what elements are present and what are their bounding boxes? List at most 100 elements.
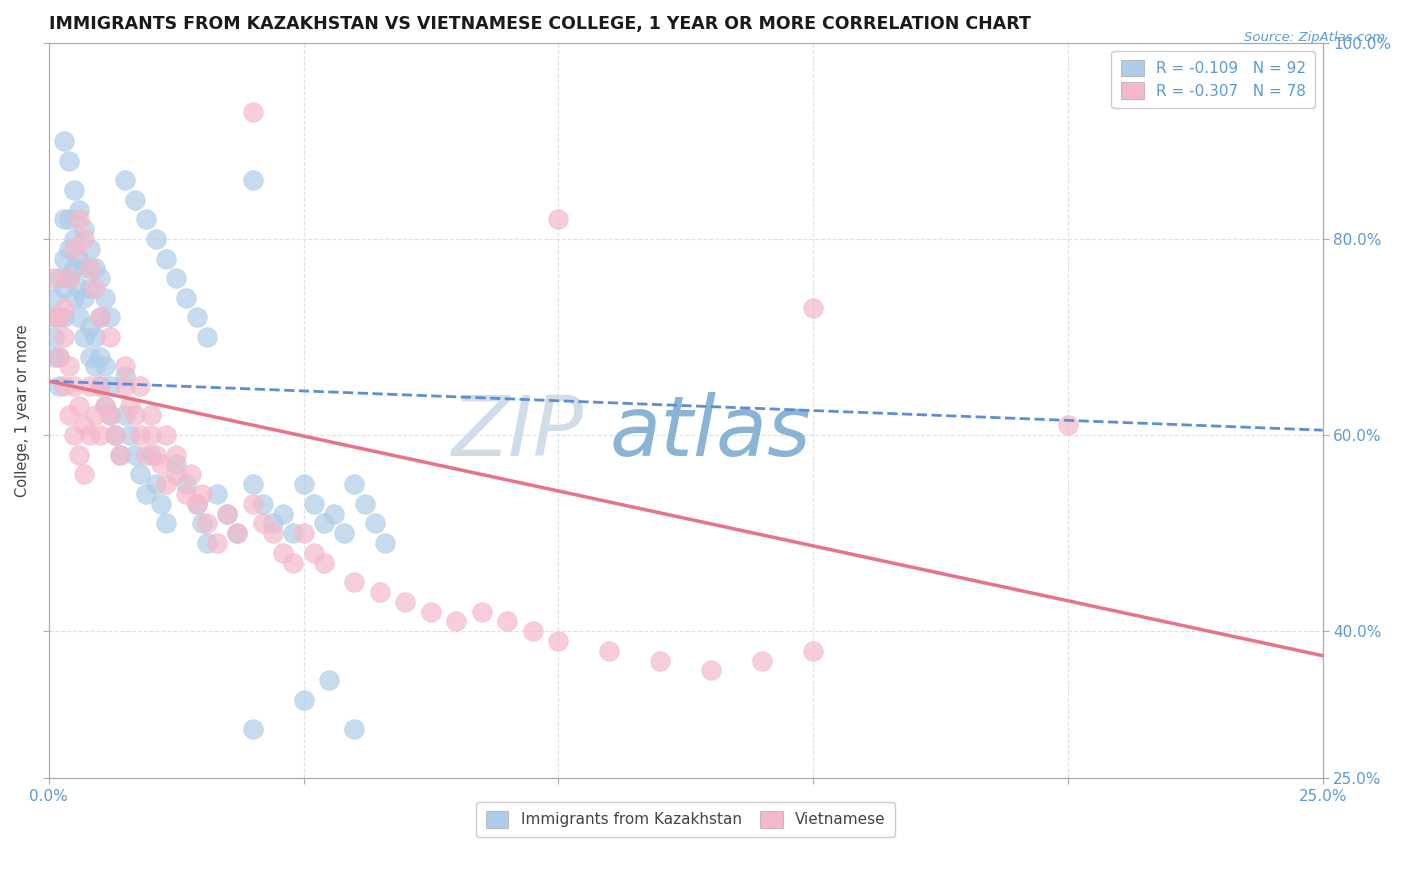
Point (53, 134, 76, 148)
Point (42, 330, 65, 344)
Point (145, 448, 167, 462)
Point (53, 310, 76, 325)
Point (79, 350, 101, 364)
Point (63, 242, 86, 256)
Point (79, 320, 101, 334)
Point (650, 654, 672, 668)
Point (48, 379, 70, 393)
Point (292, 526, 315, 541)
Point (58, 271, 80, 285)
Point (226, 526, 249, 541)
Point (271, 507, 294, 521)
Point (89, 271, 111, 285)
Point (48, 310, 70, 325)
Point (262, 516, 284, 531)
Point (751, 654, 773, 668)
Point (42, 310, 65, 325)
Point (58, 271, 80, 285)
Point (63, 261, 86, 276)
Point (205, 536, 228, 550)
Point (252, 497, 274, 511)
Point (53, 379, 76, 393)
Point (252, 516, 274, 531)
Point (522, 624, 544, 639)
Point (67, 281, 90, 295)
Point (83, 281, 105, 295)
Point (419, 605, 441, 619)
Point (217, 507, 239, 521)
Point (292, 477, 315, 491)
Point (73, 222, 96, 236)
Point (42, 271, 65, 285)
Point (104, 428, 127, 442)
Point (79, 428, 101, 442)
Point (58, 359, 80, 374)
Point (195, 516, 218, 531)
Point (58, 409, 80, 423)
Point (73, 291, 96, 305)
Point (89, 428, 111, 442)
Point (394, 595, 416, 609)
Point (135, 448, 157, 462)
Point (155, 428, 177, 442)
Point (217, 507, 239, 521)
Point (318, 673, 340, 688)
Point (139, 409, 162, 423)
Point (547, 634, 569, 648)
Point (58, 153, 80, 168)
Point (186, 497, 208, 511)
Point (67, 202, 90, 217)
Point (89, 379, 111, 393)
Point (120, 399, 142, 413)
Point (63, 379, 86, 393)
Point (73, 330, 96, 344)
Point (120, 428, 142, 442)
Point (83, 409, 105, 423)
Point (145, 477, 167, 491)
Point (124, 193, 146, 207)
Point (226, 526, 249, 541)
Point (271, 546, 294, 560)
Point (73, 261, 96, 276)
Point (190, 487, 212, 501)
Point (94, 399, 117, 413)
Point (186, 497, 208, 511)
Point (53, 281, 76, 295)
Point (195, 330, 218, 344)
Point (176, 291, 198, 305)
Legend: Immigrants from Kazakhstan, Vietnamese: Immigrants from Kazakhstan, Vietnamese (477, 802, 896, 837)
Point (124, 409, 146, 423)
Point (180, 467, 202, 482)
Point (79, 379, 101, 393)
Point (42, 350, 65, 364)
Point (79, 261, 101, 276)
Point (129, 428, 152, 442)
Point (98, 379, 121, 393)
Text: Source: ZipAtlas.com: Source: ZipAtlas.com (1244, 31, 1385, 45)
Point (343, 575, 366, 590)
Point (145, 232, 167, 246)
Point (42, 310, 65, 325)
Point (63, 183, 86, 197)
Point (89, 310, 111, 325)
Point (79, 281, 101, 295)
Point (73, 418, 96, 433)
Point (242, 104, 264, 119)
Point (292, 693, 315, 707)
Point (242, 173, 264, 187)
Point (368, 585, 391, 599)
Point (333, 526, 356, 541)
Point (149, 458, 172, 472)
Point (98, 409, 121, 423)
Point (312, 556, 335, 570)
Point (114, 173, 136, 187)
Point (48, 350, 70, 364)
Point (114, 409, 136, 423)
Point (129, 379, 152, 393)
Point (242, 477, 264, 491)
Point (186, 310, 208, 325)
Point (104, 428, 127, 442)
Point (801, 301, 824, 315)
Point (124, 448, 146, 462)
Point (155, 252, 177, 266)
